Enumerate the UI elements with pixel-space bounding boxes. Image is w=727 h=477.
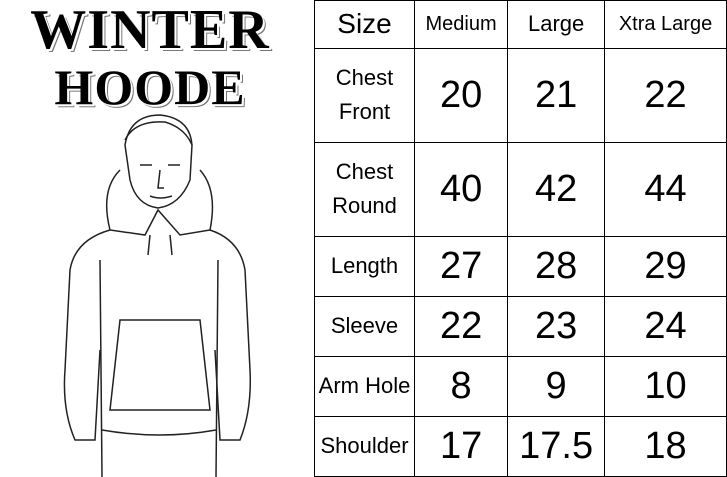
row-label: Chest Front xyxy=(314,47,415,143)
size-chart-table: Size Medium Large Xtra Large Chest Front… xyxy=(314,0,727,477)
measurement-cell: 28 xyxy=(507,235,606,297)
measurement-cell: 23 xyxy=(507,295,606,357)
measurement-cell: 22 xyxy=(604,47,727,143)
header-xtra-large: Xtra Large xyxy=(604,0,727,49)
table-header-row: Size Medium Large Xtra Large xyxy=(314,0,727,49)
row-label: Chest Round xyxy=(314,141,415,237)
hoodie-model-illustration xyxy=(63,114,252,477)
measurement-cell: 9 xyxy=(507,355,606,417)
row-label: Sleeve xyxy=(314,295,415,357)
row-label: Arm Hole xyxy=(314,355,415,417)
measurement-cell: 17.5 xyxy=(507,415,606,477)
measurement-cell: 22 xyxy=(413,295,509,357)
header-medium: Medium xyxy=(413,0,509,49)
table-row: Chest Front 20 21 22 xyxy=(314,47,727,143)
measurement-cell: 40 xyxy=(413,141,509,237)
measurement-cell: 20 xyxy=(413,47,509,143)
measurement-cell: 29 xyxy=(604,235,727,297)
measurement-cell: 24 xyxy=(604,295,727,357)
header-size: Size xyxy=(314,0,415,49)
table-row: Shoulder 17 17.5 18 xyxy=(314,415,727,477)
title-line-1: WINTER xyxy=(30,0,270,61)
measurement-cell: 8 xyxy=(413,355,509,417)
measurement-cell: 27 xyxy=(413,235,509,297)
row-label: Shoulder xyxy=(314,415,415,477)
measurement-cell: 21 xyxy=(507,47,606,143)
table-row: Chest Round 40 42 44 xyxy=(314,141,727,237)
measurement-cell: 44 xyxy=(604,141,727,237)
table-row: Sleeve 22 23 24 xyxy=(314,295,727,357)
measurement-cell: 18 xyxy=(604,415,727,477)
measurement-cell: 10 xyxy=(604,355,727,417)
measurement-cell: 42 xyxy=(507,141,606,237)
title-line-2: HOODE xyxy=(54,59,246,115)
measurement-cell: 17 xyxy=(413,415,509,477)
row-label: Length xyxy=(314,235,415,297)
table-row: Length 27 28 29 xyxy=(314,235,727,297)
header-large: Large xyxy=(507,0,606,49)
table-row: Arm Hole 8 9 10 xyxy=(314,355,727,417)
